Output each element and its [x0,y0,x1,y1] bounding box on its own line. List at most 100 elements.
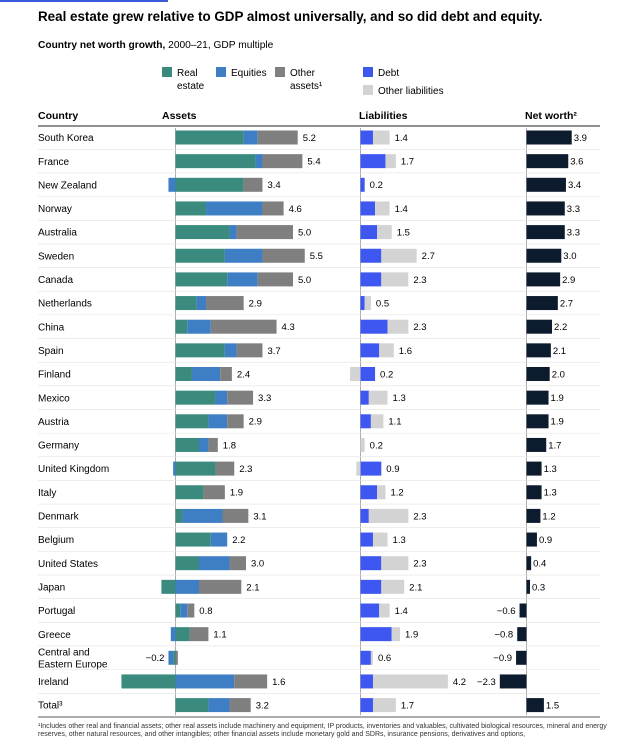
asset-bar-other-assets [257,130,298,145]
legend-swatch-equities [216,67,226,77]
liabilities-total-label: 1.1 [388,417,401,428]
subtitle-rest: 2000–21, GDP multiple [165,40,274,51]
asset-bar-real-estate [175,508,183,523]
asset-bar-real-estate [175,437,199,452]
liabilities-total-label: 1.4 [395,204,408,215]
country-label-line2: Eastern Europe [38,659,108,670]
assets-total-label: 3.1 [253,511,266,522]
asset-bar-other-assets [203,485,225,500]
asset-bar-real-estate [173,650,176,665]
legend-swatch-other-assets [275,67,285,77]
liability-bar-other-liabilities [377,225,392,240]
country-label: Belgium [38,535,74,546]
asset-bar-real-estate [175,461,216,476]
assets-total-label: 3.2 [256,701,269,712]
country-label: Sweden [38,251,74,262]
assets-total-label: −0.2 [146,653,165,664]
asset-bar-real-estate [175,627,190,642]
liabilities-total-label: 1.3 [393,535,406,546]
net-worth-bar [526,437,547,452]
asset-bar-real-estate [175,414,209,429]
liability-bar-other-liabilities [370,414,384,429]
asset-bar-other-assets [220,367,232,381]
legend-swatch-real-estate [162,67,172,77]
asset-bar-real-estate [175,272,228,287]
net-worth-label: 0.4 [533,559,546,570]
liability-bar-other-liabilities [391,627,401,642]
asset-bar-real-estate [175,367,192,381]
liability-bar-other-liabilities [381,579,405,594]
liabilities-total-label: 0.6 [378,653,391,664]
liability-bar-other-liabilities [387,319,409,334]
liability-bar-debt [360,532,373,547]
asset-bar-equities [208,414,228,429]
country-label: Denmark [38,512,80,523]
country-label: Portugal [38,606,75,617]
asset-bar-equities [168,650,174,665]
net-worth-label: 0.3 [532,582,545,593]
net-worth-bar [517,627,527,642]
liabilities-total-label: 1.4 [395,606,408,617]
assets-total-label: 1.1 [213,630,226,641]
country-label: South Korea [38,133,94,144]
country-label: Norway [38,204,72,215]
asset-bar-real-estate [175,248,225,263]
country-label: Mexico [38,393,70,404]
net-worth-label: 2.2 [554,322,567,333]
asset-bar-equities [206,201,263,216]
assets-total-label: 1.8 [223,440,236,451]
asset-bar-other-assets [199,579,242,594]
country-label: France [38,157,70,168]
net-worth-label: −0.9 [493,653,512,664]
liability-bar-other-liabilities [381,248,417,263]
asset-bar-real-estate [175,177,244,192]
asset-bar-other-assets [236,343,263,358]
liability-bar-other-liabilities [368,508,409,523]
asset-bar-equities [173,461,176,476]
asset-bar-other-assets [215,461,235,476]
assets-total-label: 5.5 [310,251,323,262]
legend-label-other-assets: Other [290,68,316,79]
assets-total-label: 4.6 [289,204,302,215]
liability-bar-other-liabilities [379,603,390,618]
subtitle-bold: Country net worth growth, [38,40,166,51]
liabilities-total-label: 2.3 [413,322,426,333]
country-label: Greece [38,630,71,641]
net-worth-label: 1.9 [551,393,564,404]
country-label: Central and [38,647,90,658]
liabilities-total-label: 1.9 [405,630,418,641]
legend-label-real-estate-line2: estate [177,81,205,92]
asset-bar-equities [175,579,199,594]
assets-total-label: 1.6 [272,677,285,688]
asset-bar-equities [199,556,230,571]
net-worth-bar [526,201,565,216]
chart-title: Real estate grew relative to GDP almost … [38,9,543,24]
net-worth-label: 3.0 [563,251,576,262]
liability-bar-debt [360,272,382,287]
asset-bar-real-estate [175,603,181,618]
country-label: China [38,322,65,333]
footnote: ¹Includes other real and financial asset… [38,723,607,739]
net-worth-label: 3.9 [574,133,587,144]
asset-bar-real-estate [175,130,244,145]
assets-total-label: 5.2 [303,133,316,144]
asset-bar-other-assets [229,556,246,571]
asset-bar-equities [180,603,188,618]
legend-label-equities: Equities [231,68,267,79]
liability-bar-debt [360,225,378,240]
country-label: Finland [38,370,71,381]
liabilities-total-label: 0.5 [376,298,389,309]
liability-bar-other-liabilities [377,485,386,500]
country-label: Austria [38,417,70,428]
header-country: Country [38,110,78,122]
liabilities-total-label: 1.4 [395,133,408,144]
liabilities-total-label: 0.2 [370,180,383,191]
liability-bar-other-liabilities [385,154,396,169]
liability-bar-debt [360,248,382,263]
net-worth-bar [526,698,544,713]
net-worth-label: 3.4 [568,180,581,191]
net-worth-bar [526,508,541,523]
country-label: Australia [38,228,77,239]
asset-bar-real-estate [161,579,176,594]
country-label: Canada [38,275,73,286]
